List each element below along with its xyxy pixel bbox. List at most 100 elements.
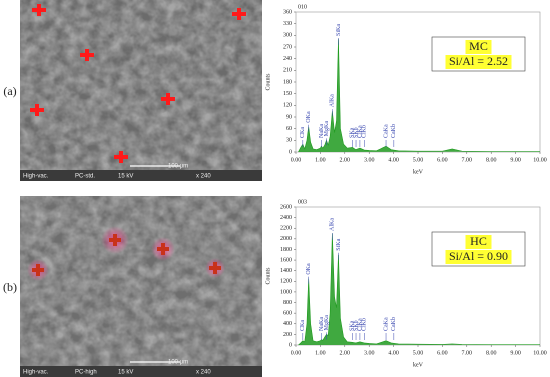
y-tick-label: 0 bbox=[289, 342, 292, 348]
sem-info: PC-std. bbox=[75, 174, 95, 180]
x-tick-label: 9.00 bbox=[510, 350, 521, 356]
y-tick-label: 120 bbox=[283, 103, 292, 109]
y-tick-label: 0 bbox=[289, 149, 292, 155]
spectrum bbox=[298, 39, 540, 153]
y-tick-label: 210 bbox=[283, 68, 292, 74]
peak-label: MgKa bbox=[324, 121, 330, 137]
peak-label: SiKa bbox=[336, 238, 342, 250]
sem-info: High-vac. bbox=[23, 370, 49, 376]
highlight bbox=[465, 235, 492, 249]
peak-label: SKa bbox=[350, 320, 356, 331]
peak-label: AlKa bbox=[330, 218, 336, 231]
x-tick-label: 2.00 bbox=[340, 157, 351, 163]
y-tick-label: 180 bbox=[283, 79, 292, 85]
sem-info: x 240 bbox=[196, 174, 211, 180]
inset-text: Si/Al = 2.52 bbox=[449, 54, 508, 68]
x-tick-label: 7.00 bbox=[462, 157, 473, 163]
y-tick-label: 400 bbox=[283, 321, 292, 327]
peak-label: NaKa bbox=[319, 317, 325, 331]
y-tick-label: 1400 bbox=[280, 268, 292, 274]
y-tick-label: 330 bbox=[283, 21, 292, 27]
y-tick-label: 1000 bbox=[280, 289, 292, 295]
y-axis-label: Counts bbox=[265, 267, 271, 285]
x-axis-label: keV bbox=[413, 362, 424, 368]
peak-label: ClKb bbox=[362, 318, 368, 331]
panel-label: (a) bbox=[3, 84, 16, 98]
highlight bbox=[465, 40, 492, 54]
y-tick-label: 2000 bbox=[280, 236, 292, 242]
x-tick-label: 10.00 bbox=[533, 350, 547, 356]
x-tick-label: 3.00 bbox=[364, 157, 375, 163]
sem-image bbox=[20, 196, 262, 377]
peak-label: CaKa bbox=[383, 124, 389, 138]
x-tick-label: 8.00 bbox=[486, 350, 497, 356]
x-tick-label: 9.00 bbox=[510, 157, 521, 163]
x-tick-label: 1.00 bbox=[315, 157, 326, 163]
y-tick-label: 360 bbox=[283, 9, 292, 15]
y-tick-label: 150 bbox=[283, 91, 292, 97]
y-tick-label: 600 bbox=[283, 311, 292, 317]
y-tick-label: 240 bbox=[283, 56, 292, 62]
x-tick-label: 0.00 bbox=[291, 157, 302, 163]
peak-label: MgKa bbox=[324, 315, 330, 331]
sem-image bbox=[20, 0, 262, 181]
x-tick-label: 6.00 bbox=[437, 350, 448, 356]
peak-label: ClKb bbox=[362, 125, 368, 138]
peak-label: SKb bbox=[353, 127, 359, 138]
x-tick-label: 2.00 bbox=[340, 350, 351, 356]
peak-label: AlKa bbox=[330, 94, 336, 107]
x-axis-label: keV bbox=[413, 169, 424, 175]
sem-info: 15 kV bbox=[118, 174, 133, 180]
marker-crosses bbox=[30, 4, 246, 163]
highlight bbox=[445, 250, 512, 264]
peak-label: SKa bbox=[350, 127, 356, 138]
y-tick-label: 300 bbox=[283, 33, 292, 39]
sem-info: High-vac. bbox=[23, 174, 49, 180]
y-tick-label: 2600 bbox=[280, 204, 292, 210]
y-tick-label: 270 bbox=[283, 44, 292, 50]
sem-info: x 240 bbox=[196, 370, 211, 376]
x-tick-label: 4.00 bbox=[388, 157, 399, 163]
scale-bar-label: 100 μm bbox=[168, 360, 188, 366]
scale-bar-label: 100 μm bbox=[168, 164, 188, 170]
highlight bbox=[445, 55, 512, 69]
x-tick-label: 3.00 bbox=[364, 350, 375, 356]
x-tick-label: 5.00 bbox=[413, 157, 424, 163]
y-tick-label: 2400 bbox=[280, 215, 292, 221]
y-tick-label: 60 bbox=[286, 126, 292, 132]
y-tick-label: 1800 bbox=[280, 247, 292, 253]
x-tick-label: 1.00 bbox=[315, 350, 326, 356]
peak-label: SKb bbox=[353, 320, 359, 331]
peak-label: NaKa bbox=[319, 124, 325, 138]
y-tick-label: 800 bbox=[283, 300, 292, 306]
y-tick-label: 1200 bbox=[280, 279, 292, 285]
peak-label: CKa bbox=[300, 320, 306, 331]
spectrum bbox=[298, 233, 540, 346]
y-tick-label: 30 bbox=[286, 138, 292, 144]
peak-label: CaKb bbox=[391, 124, 397, 138]
x-tick-label: 7.00 bbox=[462, 350, 473, 356]
marker-crosses bbox=[32, 234, 221, 276]
peak-label: ClKa bbox=[357, 125, 363, 138]
peak-label: OKa bbox=[306, 111, 312, 123]
x-tick-label: 5.00 bbox=[413, 350, 424, 356]
peak-label: ClKa bbox=[357, 318, 363, 331]
x-tick-label: 0.00 bbox=[291, 350, 302, 356]
x-tick-label: 6.00 bbox=[437, 157, 448, 163]
y-tick-label: 2200 bbox=[280, 226, 292, 232]
chart-title: 010 bbox=[298, 4, 307, 10]
chart-title: 003 bbox=[298, 199, 307, 205]
x-tick-label: 8.00 bbox=[486, 157, 497, 163]
peak-label: CaKa bbox=[383, 317, 389, 331]
inset-text: HC bbox=[470, 234, 487, 248]
peak-label: OKa bbox=[306, 263, 312, 275]
x-tick-label: 4.00 bbox=[388, 350, 399, 356]
sem-info: PC-high bbox=[75, 370, 97, 376]
y-axis-label: Counts bbox=[265, 73, 271, 91]
y-tick-label: 200 bbox=[283, 332, 292, 338]
peak-label: SiKa bbox=[336, 24, 342, 36]
x-tick-label: 10.00 bbox=[533, 157, 547, 163]
inset-text: MC bbox=[469, 39, 488, 53]
panel-label: (b) bbox=[3, 280, 17, 294]
